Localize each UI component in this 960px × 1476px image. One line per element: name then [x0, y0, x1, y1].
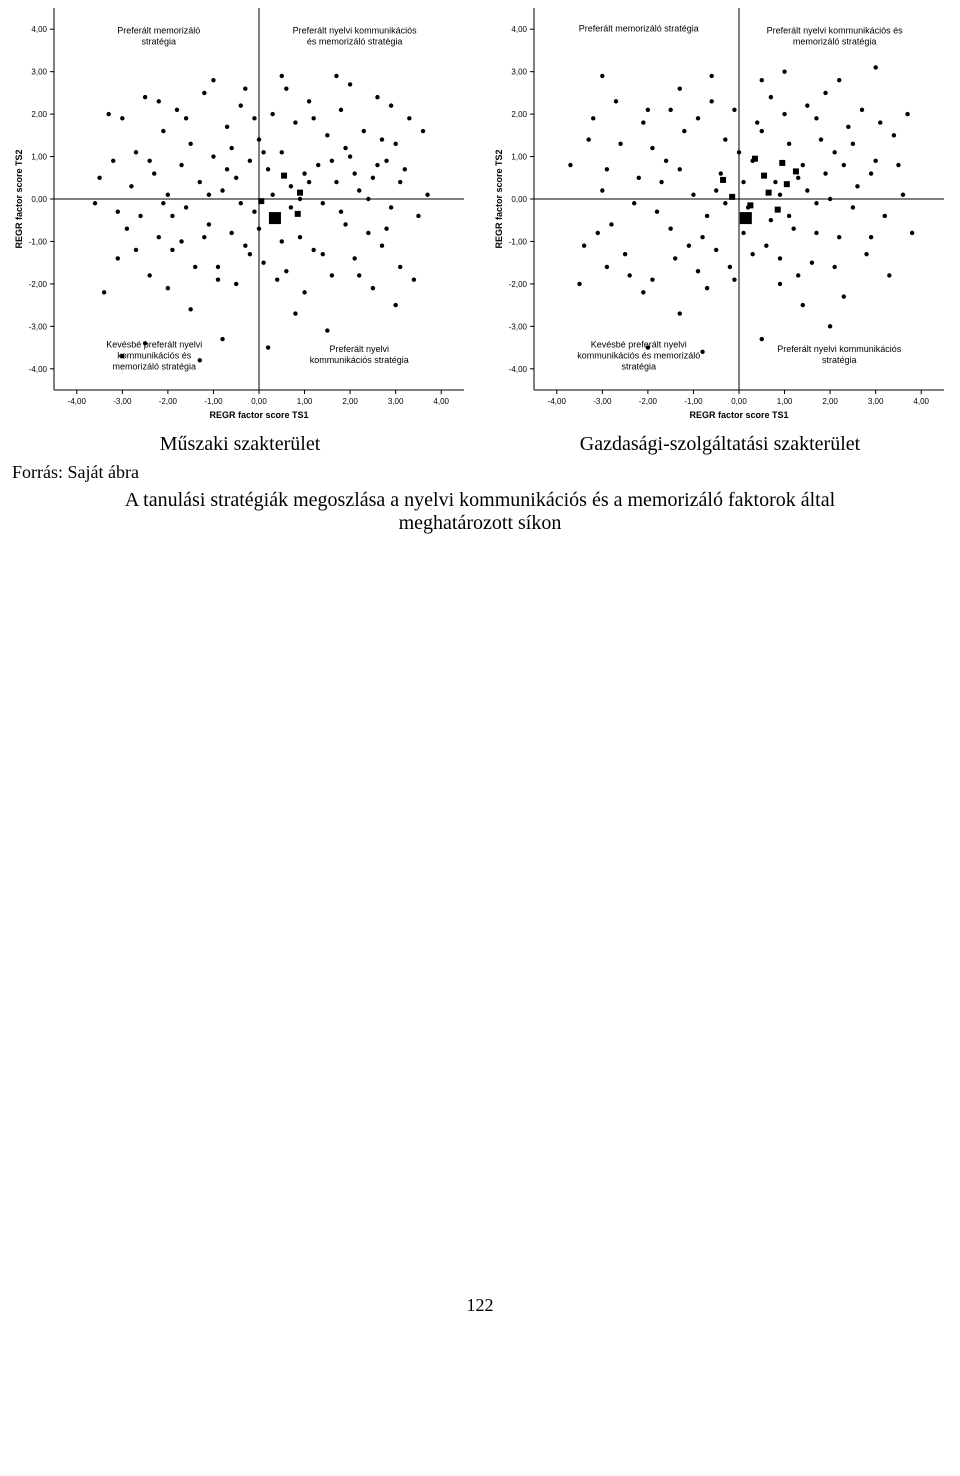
svg-text:Preferált nyelvi kommunikációs: Preferált nyelvi kommunikációs: [293, 25, 418, 35]
chart-right: -4,00 -4,00 -3,00 -3,00 -2,00 -2,00 -1,00 -1,00…: [490, 4, 950, 424]
svg-text:Kevésbé preferált nyelvi: Kevésbé preferált nyelvi: [106, 340, 202, 350]
svg-text:-4,00: -4,00: [29, 365, 48, 374]
svg-text:kommunikációs stratégia: kommunikációs stratégia: [310, 355, 409, 365]
svg-text:-2,00: -2,00: [639, 397, 658, 406]
svg-text:4,00: 4,00: [511, 25, 527, 34]
svg-text:0,00: 0,00: [511, 195, 527, 204]
svg-text:Preferált nyelvi: Preferált nyelvi: [329, 344, 389, 354]
subtitle-left: Műszaki szakterület: [10, 433, 470, 456]
source-text: Forrás: Saját ábra: [12, 462, 960, 483]
svg-text:-3,00: -3,00: [593, 397, 612, 406]
svg-text:REGR factor score TS2: REGR factor score TS2: [494, 149, 504, 248]
svg-text:-4,00: -4,00: [68, 397, 87, 406]
svg-text:-3,00: -3,00: [113, 397, 132, 406]
svg-text:-3,00: -3,00: [509, 322, 528, 331]
svg-text:stratégia: stratégia: [622, 362, 657, 372]
svg-text:2,00: 2,00: [31, 110, 47, 119]
svg-text:0,00: 0,00: [731, 397, 747, 406]
svg-text:2,00: 2,00: [342, 397, 358, 406]
svg-text:REGR factor score TS2: REGR factor score TS2: [14, 149, 24, 248]
svg-text:0,00: 0,00: [31, 195, 47, 204]
svg-text:-2,00: -2,00: [509, 280, 528, 289]
svg-text:2,00: 2,00: [511, 110, 527, 119]
svg-text:Preferált nyelvi kommunikációs: Preferált nyelvi kommunikációs: [777, 344, 902, 354]
svg-text:Preferált nyelvi kommunikációs: Preferált nyelvi kommunikációs és: [767, 25, 904, 35]
svg-text:-4,00: -4,00: [548, 397, 567, 406]
caption-line2: meghatározott síkon: [399, 512, 562, 534]
svg-text:REGR factor score TS1: REGR factor score TS1: [689, 410, 788, 420]
svg-text:-4,00: -4,00: [509, 365, 528, 374]
svg-text:memorizáló stratégia: memorizáló stratégia: [793, 36, 877, 46]
svg-text:Preferált memorizáló: Preferált memorizáló: [117, 25, 200, 35]
svg-text:-1,00: -1,00: [204, 397, 223, 406]
svg-text:-2,00: -2,00: [29, 280, 48, 289]
chart-left-cell: -4,00 -4,00 -3,00 -3,00 -2,00 -2,00 -1,00 -1,00…: [10, 4, 470, 456]
subtitle-right: Gazdasági-szolgáltatási szakterület: [490, 433, 950, 456]
caption: A tanulási stratégiák megoszlása a nyelv…: [60, 489, 900, 535]
svg-text:memorizáló stratégia: memorizáló stratégia: [112, 362, 196, 372]
svg-text:3,00: 3,00: [388, 397, 404, 406]
svg-text:Preferált memorizáló stratégia: Preferált memorizáló stratégia: [579, 23, 699, 33]
svg-text:1,00: 1,00: [777, 397, 793, 406]
svg-text:kommunikációs és memorizáló: kommunikációs és memorizáló: [577, 351, 700, 361]
svg-text:Kevésbé preferált nyelvi: Kevésbé preferált nyelvi: [591, 340, 687, 350]
svg-text:stratégia: stratégia: [142, 36, 177, 46]
page-number: 122: [0, 1295, 960, 1316]
svg-text:4,00: 4,00: [31, 25, 47, 34]
svg-text:-1,00: -1,00: [684, 397, 703, 406]
svg-text:-2,00: -2,00: [159, 397, 178, 406]
svg-text:stratégia: stratégia: [822, 355, 857, 365]
svg-text:-1,00: -1,00: [509, 237, 528, 246]
svg-text:3,00: 3,00: [511, 68, 527, 77]
svg-text:kommunikációs és: kommunikációs és: [117, 351, 192, 361]
svg-text:0,00: 0,00: [251, 397, 267, 406]
svg-text:és memorizáló stratégia: és memorizáló stratégia: [307, 36, 403, 46]
caption-line1: A tanulási stratégiák megoszlása a nyelv…: [125, 489, 835, 511]
charts-row: -4,00 -4,00 -3,00 -3,00 -2,00 -2,00 -1,00 -1,00…: [0, 0, 960, 456]
svg-text:REGR factor score TS1: REGR factor score TS1: [209, 410, 308, 420]
svg-text:3,00: 3,00: [868, 397, 884, 406]
chart-left: -4,00 -4,00 -3,00 -3,00 -2,00 -2,00 -1,00 -1,00…: [10, 4, 470, 424]
svg-text:1,00: 1,00: [511, 153, 527, 162]
svg-text:3,00: 3,00: [31, 68, 47, 77]
svg-text:2,00: 2,00: [822, 397, 838, 406]
svg-text:4,00: 4,00: [913, 397, 929, 406]
svg-text:1,00: 1,00: [31, 153, 47, 162]
svg-text:-1,00: -1,00: [29, 237, 48, 246]
svg-text:1,00: 1,00: [297, 397, 313, 406]
svg-text:-3,00: -3,00: [29, 322, 48, 331]
svg-text:4,00: 4,00: [433, 397, 449, 406]
chart-right-cell: -4,00 -4,00 -3,00 -3,00 -2,00 -2,00 -1,00 -1,00…: [490, 4, 950, 456]
